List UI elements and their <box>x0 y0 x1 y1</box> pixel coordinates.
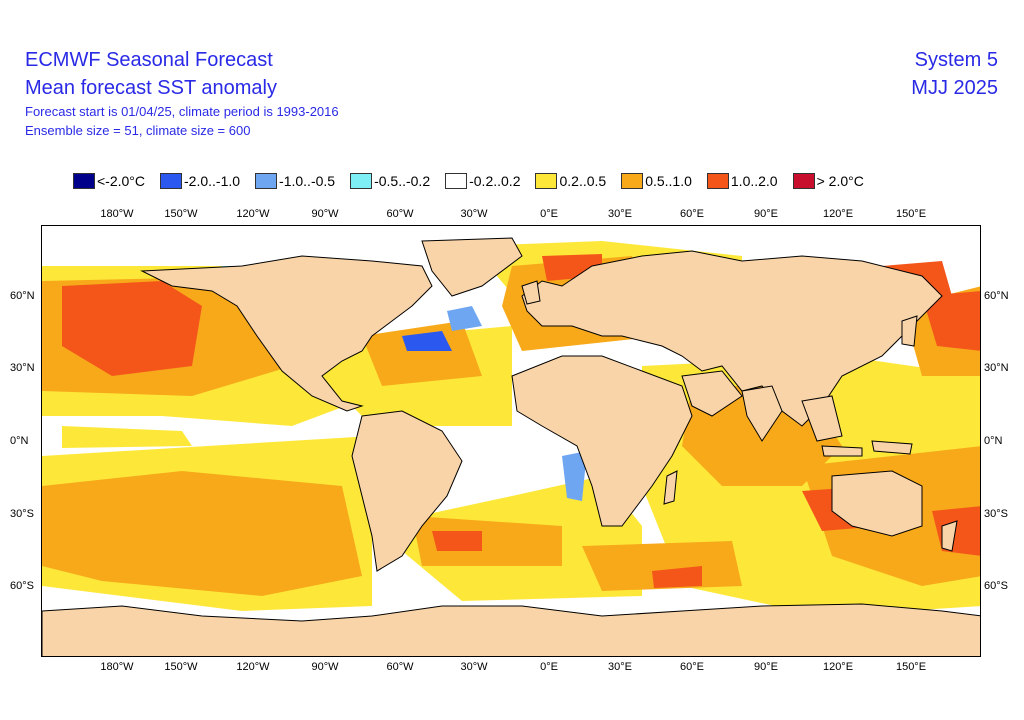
lat-label: 0°N <box>10 435 29 447</box>
lon-label: 30°E <box>608 208 632 220</box>
legend-label: 0.5..1.0 <box>645 173 692 189</box>
system-label: System 5 <box>914 49 998 71</box>
legend-item: 0.2..0.5 <box>535 173 606 189</box>
lon-label: 90°E <box>754 661 778 673</box>
legend-item: -1.0..-0.5 <box>255 173 335 189</box>
legend-label: -0.5..-0.2 <box>374 173 431 189</box>
legend-swatch <box>255 173 278 189</box>
lon-label: 120°W <box>236 208 270 220</box>
legend-item: 0.5..1.0 <box>621 173 692 189</box>
sst-anomaly-map <box>41 225 981 657</box>
lat-label: 60°S <box>984 580 1008 592</box>
land-se-asia <box>801 395 843 442</box>
land-north-america <box>140 255 433 412</box>
lat-label: 60°S <box>10 580 34 592</box>
legend-swatch <box>350 173 373 189</box>
land-indonesia <box>821 445 863 457</box>
legend-label: 1.0..2.0 <box>730 173 778 189</box>
lon-label: 30°E <box>608 661 632 673</box>
lon-label: 90°W <box>311 661 339 673</box>
anomaly-shading-blue <box>222 266 587 501</box>
legend-swatch <box>160 173 183 189</box>
lon-label: 60°W <box>386 661 414 673</box>
lon-label: 90°E <box>754 208 778 220</box>
land-antarctica <box>42 603 980 656</box>
legend-swatch <box>706 173 729 189</box>
legend-swatch <box>621 173 644 189</box>
lat-label: 60°N <box>10 290 35 302</box>
land-madagascar <box>663 470 678 505</box>
lon-label: 60°E <box>680 208 704 220</box>
legend-label: <-2.0°C <box>97 173 146 189</box>
lat-label: 60°N <box>984 290 1009 302</box>
land-arabia <box>681 370 743 417</box>
land-india <box>741 385 783 442</box>
legend-swatch <box>73 173 95 189</box>
legend-label: -0.2..0.2 <box>469 173 521 189</box>
lon-label: 150°E <box>895 661 927 673</box>
legend-item: > 2.0°C <box>792 173 864 189</box>
map-subtitle: Mean forecast SST anomaly <box>25 77 277 99</box>
ensemble-info-line: Ensemble size = 51, climate size = 600 <box>25 123 251 138</box>
lon-label: 150°E <box>895 208 927 220</box>
land-japan <box>901 315 918 347</box>
lon-label: 90°W <box>311 208 339 220</box>
lon-label: 120°E <box>822 661 854 673</box>
land-south-america <box>351 410 463 572</box>
legend-swatch <box>535 173 558 189</box>
lat-label: 0°N <box>984 435 1003 447</box>
legend-label: > 2.0°C <box>816 173 864 189</box>
forecast-info-line: Forecast start is 01/04/25, climate peri… <box>25 104 339 119</box>
legend-label: 0.2..0.5 <box>559 173 607 189</box>
lon-label: 150°W <box>164 661 198 673</box>
lat-label: 30°S <box>10 508 34 520</box>
lon-label: 180°W <box>100 661 134 673</box>
land-new-zealand <box>941 520 958 552</box>
legend-label: -2.0..-1.0 <box>184 173 241 189</box>
map-canvas <box>42 226 980 656</box>
lon-label: 180°W <box>100 208 134 220</box>
lat-label: 30°N <box>984 362 1009 374</box>
lon-label: 0°E <box>540 208 558 220</box>
land-greenland <box>421 237 523 297</box>
lon-label: 60°W <box>386 208 414 220</box>
map-title: ECMWF Seasonal Forecast <box>25 49 273 71</box>
season-label: MJJ 2025 <box>911 77 998 99</box>
lon-label: 60°E <box>680 661 704 673</box>
lat-label: 30°N <box>10 362 35 374</box>
legend-item: -0.5..-0.2 <box>350 173 430 189</box>
land-uk <box>521 280 541 305</box>
legend-item: -0.2..0.2 <box>445 173 520 189</box>
legend-swatch <box>445 173 468 189</box>
lat-label: 30°S <box>984 508 1008 520</box>
lon-label: 120°E <box>822 208 854 220</box>
land-australia <box>831 470 923 537</box>
lon-label: 150°W <box>164 208 198 220</box>
land-masses <box>42 237 980 656</box>
legend-item: -2.0..-1.0 <box>160 173 240 189</box>
legend-item: 1.0..2.0 <box>706 173 778 189</box>
legend-item: <-2.0°C <box>73 173 145 189</box>
lon-label: 120°W <box>236 661 270 673</box>
legend-swatch <box>792 173 815 189</box>
legend-label: -1.0..-0.5 <box>279 173 336 189</box>
land-africa <box>511 355 693 527</box>
lon-label: 30°W <box>460 661 488 673</box>
lon-label: 0°E <box>540 661 558 673</box>
system-block: System 5 MJJ 2025 <box>911 46 998 102</box>
lon-label: 30°W <box>460 208 488 220</box>
color-legend: <-2.0°C -2.0..-1.0 -1.0..-0.5 -0.5..-0.2 -0.… <box>73 171 879 191</box>
title-block: ECMWF Seasonal Forecast Mean forecast SS… <box>25 46 339 140</box>
